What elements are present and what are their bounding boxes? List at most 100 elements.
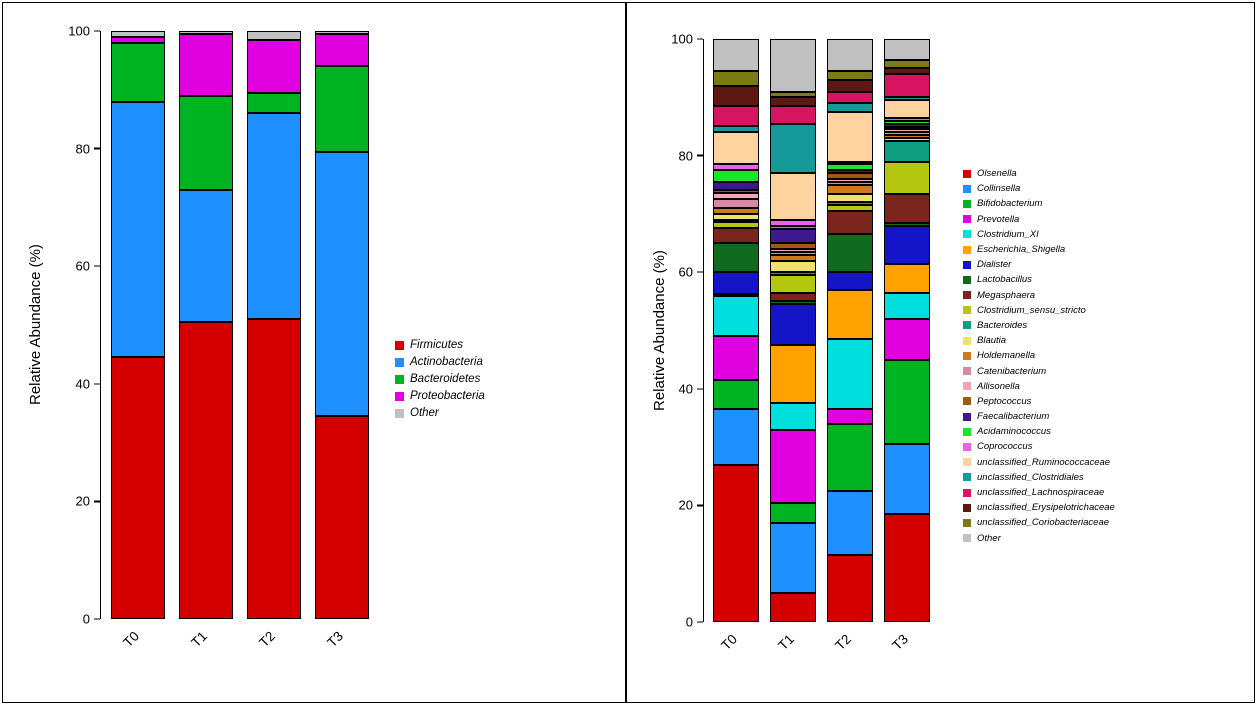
x-tick: T2: [247, 619, 301, 663]
legend-label: unclassified_Lachnospiraceae: [977, 487, 1105, 499]
legend-item-Proteobacteria: Proteobacteria: [395, 390, 485, 402]
segment-unclassified_Erysipelotrichaceae: [884, 68, 930, 75]
segment-Allisonella: [713, 193, 759, 200]
legend-swatch: [395, 340, 404, 350]
segment-unclassified_Erysipelotrichaceae: [713, 85, 759, 106]
legend-item-Other: Other: [395, 407, 485, 419]
legend-swatch: [963, 336, 971, 345]
legend-label: Dialister: [977, 259, 1012, 271]
segment-Holdemanella: [827, 184, 873, 194]
y-tick-mark: [94, 500, 100, 503]
legend-item-Actinobacteria: Actinobacteria: [395, 356, 485, 368]
segment-Bacteroides: [770, 272, 816, 276]
segment-Proteobacteria: [179, 33, 233, 96]
category-label: T1: [188, 628, 211, 651]
segment-Clostridium_XI: [770, 403, 816, 430]
x-axis-labels: T0 T1 T2 T3: [704, 622, 932, 666]
segment-Proteobacteria: [111, 36, 165, 43]
segment-Escherichia_Shigella: [713, 293, 759, 296]
segment-Faecalibacterium: [713, 181, 759, 191]
segment-Firmicutes: [247, 319, 301, 619]
segment-Olsenella: [827, 554, 873, 622]
segment-unclassified_Ruminococcaceae: [827, 112, 873, 162]
y-tick-mark: [697, 388, 703, 390]
legend-label: Blautia: [977, 335, 1007, 347]
y-tick-mark: [697, 621, 703, 623]
legend-swatch: [963, 397, 971, 406]
legend-item-Allisonella: Allisonella: [963, 379, 1115, 394]
legend-label: unclassified_Clostridiales: [977, 471, 1084, 483]
legend-item-Collinsella: Collinsella: [963, 181, 1115, 196]
legend-swatch: [963, 382, 971, 391]
legend-item-Catenibacterium: Catenibacterium: [963, 363, 1115, 378]
bar-T2: [247, 31, 301, 619]
segment-Prevotella: [770, 429, 816, 503]
legend-swatch: [963, 245, 971, 254]
legend-label: Catenibacterium: [977, 365, 1047, 377]
legend-label: Other: [410, 407, 439, 419]
segment-Blautia: [827, 193, 873, 203]
legend-item-Bacteroidetes: Bacteroidetes: [395, 373, 485, 385]
segment-Bifidobacterium: [713, 380, 759, 410]
category-label: T0: [718, 631, 741, 654]
segment-Prevotella: [827, 409, 873, 424]
legend-label: Bacteroidetes: [410, 373, 481, 385]
segment-Firmicutes: [315, 416, 369, 619]
segment-Peptococcus: [884, 126, 930, 130]
y-tick-mark: [94, 147, 100, 150]
segment-Megasphaera: [713, 228, 759, 243]
segment-unclassified_Erysipelotrichaceae: [827, 79, 873, 92]
segment-Holdemanella: [884, 135, 930, 139]
category-label: T0: [120, 628, 143, 651]
segment-unclassified_Lachnospiraceae: [884, 74, 930, 98]
segment-unclassified_Lachnospiraceae: [713, 105, 759, 127]
y-tick-mark: [94, 618, 100, 620]
category-label: T2: [256, 628, 279, 651]
segment-Coprococcus: [884, 117, 930, 121]
segment-Olsenella: [713, 464, 759, 622]
segment-Megasphaera: [827, 211, 873, 235]
segment-Faecalibacterium: [884, 123, 930, 127]
bar-T0: [713, 38, 759, 622]
legend-swatch: [963, 503, 971, 512]
y-tick-label: 60: [75, 258, 90, 274]
legend-swatch: [963, 488, 971, 497]
legend-item-Escherichia_Shigella: Escherichia_Shigella: [963, 242, 1115, 257]
y-tick-label: 0: [82, 611, 90, 627]
y-tick-mark: [697, 38, 703, 40]
bar-T1: [770, 39, 816, 622]
legend-swatch: [963, 275, 971, 284]
legend-item-unclassified_Erysipelotrichaceae: unclassified_Erysipelotrichaceae: [963, 500, 1115, 515]
segment-unclassified_Lachnospiraceae: [827, 91, 873, 104]
legend: Olsenella Collinsella Bifidobacterium Prevo…: [963, 166, 1115, 546]
legend-item-unclassified_Ruminococcaceae: unclassified_Ruminococcaceae: [963, 455, 1115, 470]
y-tick: 60: [679, 265, 703, 280]
legend-swatch: [963, 351, 971, 360]
segment-Clostridium_XI: [884, 292, 930, 319]
legend-label: Olsenella: [977, 168, 1017, 180]
segment-Other: [827, 39, 873, 72]
y-tick: 20: [679, 498, 703, 513]
segment-Bacteroides: [713, 219, 759, 223]
legend-label: Clostridium_sensu_stricto: [977, 304, 1086, 316]
y-tick-label: 80: [678, 148, 693, 164]
segment-Acidaminococcus: [770, 225, 816, 229]
legend-label: Proteobacteria: [410, 390, 485, 402]
genus-chart-panel: Relative Abundance (%) 0 20 40 60 80 100 T0 T1…: [626, 2, 1255, 703]
legend-label: Faecalibacterium: [977, 411, 1050, 423]
segment-Actinobacteria: [315, 151, 369, 417]
legend-item-Blautia: Blautia: [963, 333, 1115, 348]
segment-Dialister: [827, 272, 873, 290]
category-label: T3: [889, 631, 912, 654]
segment-Lactobacillus: [770, 301, 816, 305]
y-tick: 0: [686, 615, 703, 630]
legend-swatch: [963, 260, 971, 269]
segment-Faecalibacterium: [770, 228, 816, 244]
y-tick-mark: [94, 30, 100, 32]
segment-Escherichia_Shigella: [770, 345, 816, 404]
legend-item-unclassified_Coriobacteriaceae: unclassified_Coriobacteriaceae: [963, 515, 1115, 530]
segment-Other: [247, 31, 301, 40]
segment-Peptococcus: [713, 190, 759, 194]
segment-Lactobacillus: [713, 242, 759, 272]
segment-Other: [770, 39, 816, 92]
